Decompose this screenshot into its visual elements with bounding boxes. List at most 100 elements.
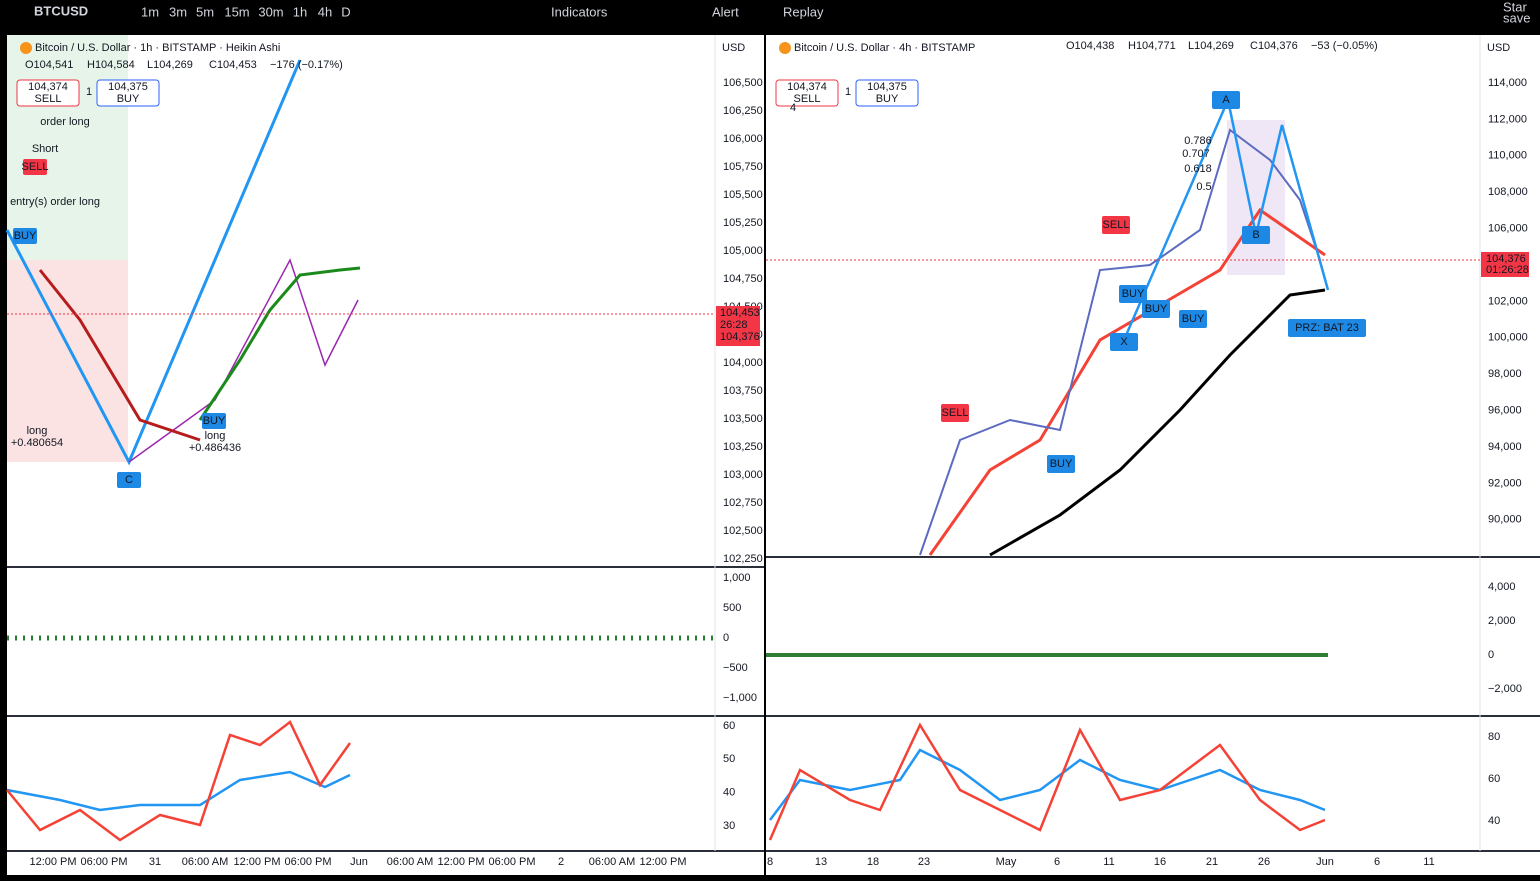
annotation: Short bbox=[32, 143, 58, 155]
time-label: 11 bbox=[1423, 856, 1434, 868]
axis-label: 50 bbox=[723, 753, 735, 765]
axis-label: 103,750 bbox=[723, 385, 763, 397]
annotation: BUY bbox=[1145, 303, 1168, 315]
axis-label: 104,000 bbox=[723, 357, 763, 369]
annotation: BUY bbox=[1122, 288, 1145, 300]
axis-label: 102,750 bbox=[723, 497, 763, 509]
sell-box[interactable] bbox=[16, 79, 80, 107]
interval[interactable]: 4h bbox=[318, 4, 332, 19]
axis-label: 500 bbox=[723, 602, 741, 614]
time-label: 11 bbox=[1103, 856, 1114, 868]
currency[interactable]: USD bbox=[1487, 42, 1510, 54]
axis-label: 105,000 bbox=[723, 245, 763, 257]
badge bbox=[1102, 216, 1130, 234]
time-label: 13 bbox=[815, 856, 827, 868]
axis-label: 105,500 bbox=[723, 189, 763, 201]
badge bbox=[1179, 310, 1207, 328]
ohlc: C104,453 bbox=[209, 59, 257, 71]
annotation: SELL bbox=[942, 407, 969, 419]
annotation: SELL bbox=[1103, 219, 1130, 231]
alert-btn[interactable]: Alert bbox=[712, 4, 739, 19]
interval[interactable]: 1m bbox=[141, 4, 159, 19]
ohlc: C104,376 bbox=[1250, 40, 1298, 52]
buy-box[interactable] bbox=[855, 79, 919, 107]
axis-label: 106,250 bbox=[723, 105, 763, 117]
axis-label: −1,000 bbox=[723, 692, 757, 704]
axis-label: 104,750 bbox=[723, 273, 763, 285]
axis-label: 103,500 bbox=[723, 413, 763, 425]
short-zone bbox=[7, 260, 128, 462]
price-tag-text: 104,453 bbox=[720, 307, 760, 319]
axis-label: 100,000 bbox=[1488, 332, 1528, 344]
ma-red bbox=[38, 269, 201, 442]
annotation: PRZ: BAT 23 bbox=[1295, 322, 1359, 334]
save-btn[interactable]: save bbox=[1503, 10, 1530, 25]
title: Bitcoin / U.S. Dollar · 4h · BITSTAMP bbox=[794, 42, 975, 54]
buy-price: 104,375 bbox=[108, 81, 148, 93]
indicators-btn[interactable]: Indicators bbox=[551, 4, 608, 19]
annotation: X bbox=[1120, 336, 1128, 348]
buy-box[interactable] bbox=[96, 79, 160, 107]
axis-label: 96,000 bbox=[1488, 405, 1522, 417]
sell-label: SELL bbox=[794, 93, 821, 105]
axis-label: 106,000 bbox=[1488, 223, 1528, 235]
count: 4 bbox=[790, 102, 796, 114]
buy-label: BUY bbox=[876, 93, 899, 105]
right-pane bbox=[766, 35, 1540, 875]
price-tag bbox=[1481, 252, 1529, 277]
annotation: order long bbox=[40, 116, 90, 128]
buy-label: BUY bbox=[117, 93, 140, 105]
axis-label: 106,000 bbox=[723, 133, 763, 145]
badge bbox=[941, 404, 969, 422]
axis-label: 103,000 bbox=[723, 469, 763, 481]
replay-btn[interactable]: Replay bbox=[783, 4, 824, 19]
time-label: 06:00 AM bbox=[589, 856, 635, 868]
interval[interactable]: 15m bbox=[224, 4, 249, 19]
time-label: 12:00 PM bbox=[29, 856, 76, 868]
axis-label: 2,000 bbox=[1488, 615, 1516, 627]
annotation: +0.486436 bbox=[189, 442, 241, 454]
annotation: BUY bbox=[1050, 458, 1073, 470]
axis-label: 4,000 bbox=[1488, 581, 1516, 593]
badge bbox=[1212, 91, 1240, 109]
star-btn[interactable]: Star bbox=[1503, 0, 1528, 14]
time-label: 12:00 PM bbox=[639, 856, 686, 868]
long-zone bbox=[7, 35, 128, 260]
currency[interactable]: USD bbox=[722, 42, 745, 54]
interval[interactable]: 1h bbox=[293, 4, 307, 19]
time-label: 31 bbox=[149, 856, 161, 868]
logo bbox=[779, 42, 791, 54]
time-label: 23 bbox=[918, 856, 930, 868]
spread: 1 bbox=[845, 86, 851, 98]
symbol[interactable]: BTCUSD bbox=[34, 3, 88, 18]
annotation: +0.480654 bbox=[11, 437, 63, 449]
badge bbox=[23, 159, 47, 175]
sell-box[interactable] bbox=[775, 79, 839, 107]
time-label: 2 bbox=[558, 856, 564, 868]
axis-label: 105,250 bbox=[723, 217, 763, 229]
toolbar: BTCUSD 1m 3m 5m 15m 30m 1h 4h D Indicators Alert Re… bbox=[34, 0, 1530, 25]
time-label: 26 bbox=[1258, 856, 1270, 868]
axis-label: 106,500 bbox=[723, 77, 763, 89]
interval[interactable]: 30m bbox=[258, 4, 283, 19]
interval[interactable]: D bbox=[341, 4, 350, 19]
interval[interactable]: 3m bbox=[169, 4, 187, 19]
interval[interactable]: 5m bbox=[196, 4, 214, 19]
time-label: 12:00 PM bbox=[233, 856, 280, 868]
ohlc: L104,269 bbox=[1188, 40, 1234, 52]
price-line bbox=[919, 128, 1321, 556]
ohlc: O104,438 bbox=[1066, 40, 1114, 52]
badge bbox=[1242, 226, 1270, 244]
annotation: A bbox=[1222, 94, 1230, 106]
axis-label: 114,000 bbox=[1488, 77, 1527, 89]
badge bbox=[1119, 285, 1147, 303]
price-tag-text: 104,376 bbox=[1486, 253, 1526, 265]
time-label: 06:00 AM bbox=[182, 856, 228, 868]
time-label: 06:00 AM bbox=[387, 856, 433, 868]
ohlc: H104,771 bbox=[1128, 40, 1176, 52]
annotation: B bbox=[1252, 229, 1259, 241]
axis-label: 0 bbox=[1488, 649, 1494, 661]
price-tag-text: 01:26:28 bbox=[1486, 264, 1529, 276]
time-label: Jun bbox=[350, 856, 368, 868]
axis-label: 112,000 bbox=[1488, 113, 1527, 125]
